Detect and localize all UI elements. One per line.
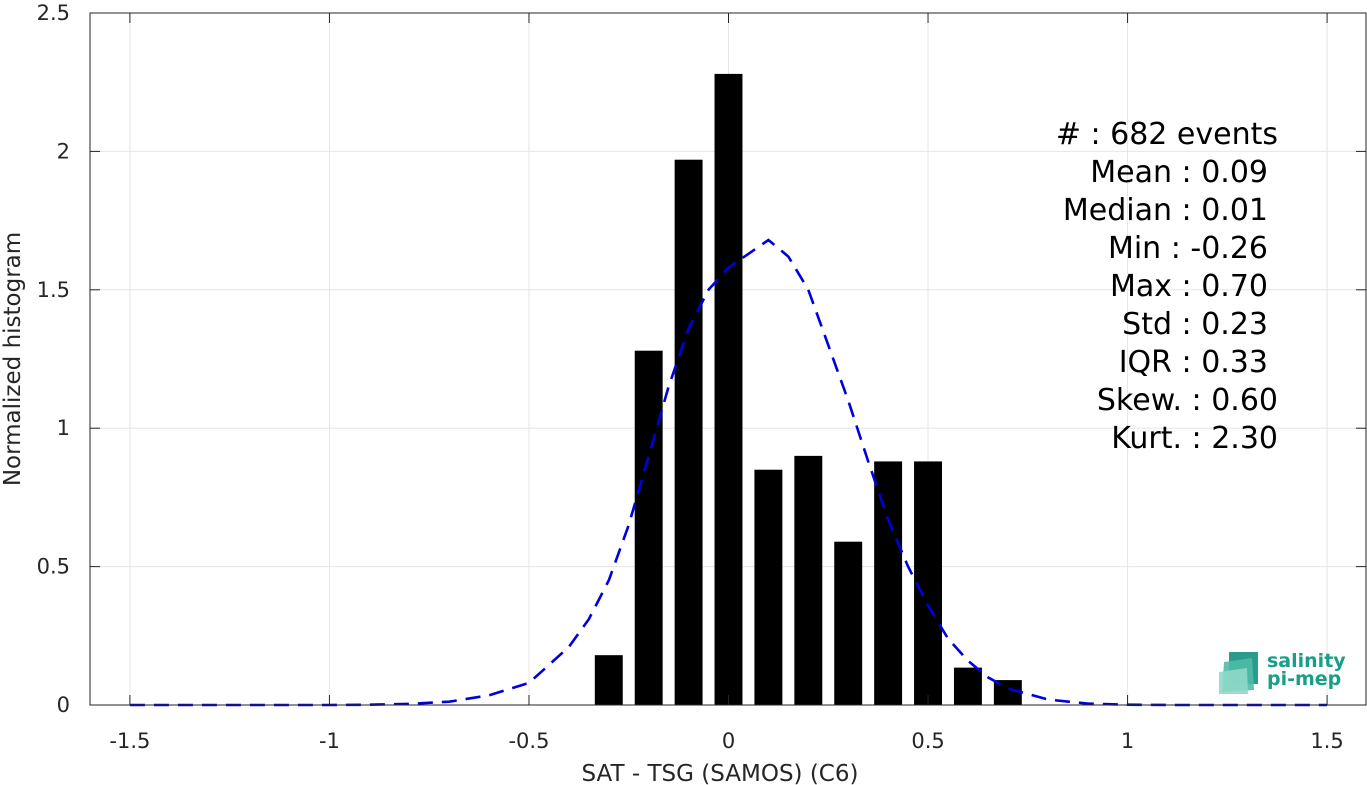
histogram-bar-0	[594, 655, 623, 705]
stat-line-2: Median : 0.01	[1063, 193, 1268, 228]
histogram-bar-6	[834, 541, 863, 705]
x-tick-label-0: -1.5	[109, 729, 150, 753]
stat-line-6: IQR : 0.33	[1119, 345, 1268, 380]
histogram-bar-5	[794, 455, 823, 705]
x-axis-label: SAT - TSG (SAMOS) (C6)	[582, 761, 859, 785]
x-tick-label-3: 0	[722, 729, 735, 753]
y-tick-label-3: 1.5	[37, 278, 70, 302]
fit-curve	[129, 238, 1328, 707]
histogram-bar-3	[714, 73, 743, 706]
histogram-bars	[594, 73, 1022, 706]
y-tick-labels: 0 0.5 1 1.5 2 2.5	[37, 1, 70, 717]
stat-line-3: Min : -0.26	[1108, 231, 1268, 266]
x-tick-label-6: 1.5	[1310, 729, 1343, 753]
stat-line-4: Max : 0.70	[1110, 269, 1268, 304]
stat-line-7: Skew. : 0.60	[1097, 383, 1278, 418]
logo-line1: salinity	[1267, 650, 1346, 672]
stat-line-1: Mean : 0.09	[1090, 155, 1268, 190]
fit-curve-line	[129, 238, 1328, 707]
salinity-pi-mep-logo: salinity pi-mep	[1219, 650, 1346, 694]
y-tick-label-2: 1	[57, 416, 70, 440]
logo-waves-icon	[1219, 652, 1258, 694]
y-tick-label-4: 2	[57, 139, 70, 163]
y-tick-label-0: 0	[57, 693, 70, 717]
y-tick-label-1: 0.5	[37, 555, 70, 579]
x-tick-label-5: 1	[1121, 729, 1134, 753]
logo-line2: pi-mep	[1267, 668, 1341, 690]
x-tick-label-1: -1	[319, 729, 340, 753]
stat-line-8: Kurt. : 2.30	[1111, 421, 1278, 456]
histogram-bar-9	[953, 667, 982, 705]
axes	[89, 12, 1367, 706]
histogram-bar-1	[634, 350, 663, 705]
y-tick-label-5: 2.5	[37, 1, 70, 25]
histogram-bar-2	[674, 159, 703, 706]
histogram-bar-4	[754, 469, 783, 705]
stat-line-0: # : 682 events	[1056, 117, 1278, 152]
x-tick-label-4: 0.5	[911, 729, 944, 753]
histogram-bar-8	[914, 461, 942, 705]
x-tick-labels: -1.5 -1 -0.5 0 0.5 1 1.5	[109, 729, 1343, 753]
stat-line-5: Std : 0.23	[1122, 307, 1268, 342]
x-tick-label-2: -0.5	[508, 729, 549, 753]
histogram-bar-7	[874, 461, 903, 705]
y-axis-label: Normalized histogram	[0, 232, 26, 486]
